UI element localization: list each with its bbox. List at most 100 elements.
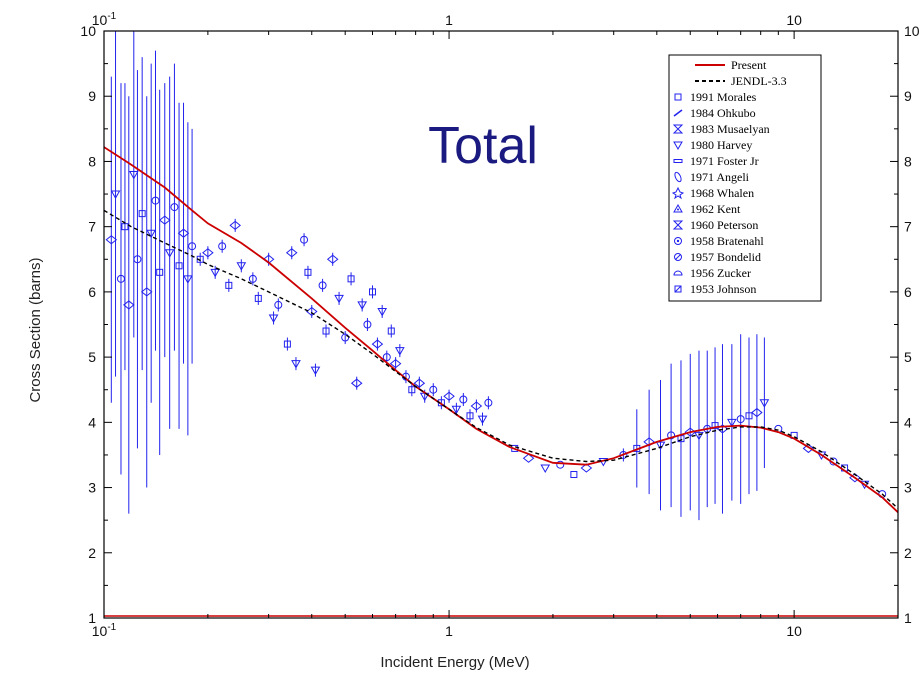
point-marker — [164, 249, 175, 258]
legend-label: 1960 Peterson — [690, 218, 758, 232]
legend-entry: 1983 Musaelyan — [672, 122, 770, 136]
legend-label: 1980 Harvey — [690, 138, 752, 152]
data-point — [229, 218, 241, 232]
legend-marker-bar — [673, 159, 683, 163]
point-marker — [751, 407, 763, 418]
data-point — [218, 239, 227, 253]
point-marker — [218, 242, 227, 251]
data-point — [248, 272, 257, 286]
legend-marker-circle — [674, 253, 682, 261]
point-marker — [655, 441, 666, 451]
data-point — [334, 291, 344, 305]
data-point — [570, 471, 578, 479]
data-point — [759, 337, 770, 468]
data-point — [123, 96, 135, 514]
data-point — [140, 96, 153, 488]
point-marker — [158, 215, 171, 225]
data-point — [188, 128, 197, 364]
point-marker — [229, 220, 241, 231]
point-marker — [202, 248, 214, 258]
point-marker — [283, 340, 291, 348]
point-marker — [451, 405, 462, 415]
data-point — [470, 399, 483, 413]
legend-marker-triangle-down — [673, 141, 683, 151]
data-point — [283, 337, 291, 351]
data-point — [429, 383, 438, 397]
plot-inner — [104, 31, 898, 617]
point-marker — [347, 275, 355, 283]
data-point — [175, 102, 183, 429]
legend-label: 1984 Ohkubo — [690, 106, 756, 120]
data-point — [202, 246, 214, 260]
plot-area — [104, 31, 898, 617]
data-point — [268, 311, 279, 325]
y-tick-label: 6 — [88, 284, 96, 300]
y-tick-label-right: 3 — [904, 480, 912, 496]
legend-entry: 1984 Ohkubo — [673, 106, 756, 120]
data-point — [183, 122, 193, 436]
data-point — [363, 317, 372, 332]
y-tick-label: 2 — [88, 545, 96, 561]
point-marker — [268, 314, 279, 323]
legend-marker-bowtie — [672, 124, 684, 134]
point-marker — [291, 360, 301, 369]
point-marker — [225, 281, 233, 289]
data-point — [274, 298, 283, 312]
legend-box — [668, 54, 822, 302]
legend-entry: 1991 Morales — [674, 90, 757, 104]
y-tick-label-right: 7 — [904, 219, 912, 235]
point-marker — [304, 268, 312, 276]
data-point — [369, 285, 377, 299]
point-marker — [394, 347, 405, 356]
data-point — [736, 334, 745, 504]
legend-marker-half-disc — [673, 270, 683, 276]
y-tick-label: 3 — [88, 480, 96, 496]
point-marker — [466, 412, 474, 420]
point-marker — [151, 196, 160, 205]
point-marker — [210, 268, 221, 278]
data-point — [236, 259, 247, 273]
chart-title: Total — [428, 117, 538, 175]
point-marker — [334, 294, 344, 304]
legend-marker-leaf — [674, 171, 682, 183]
data-point — [254, 291, 262, 305]
y-tick-label: 10 — [80, 23, 96, 39]
y-tick-label-right: 5 — [904, 349, 912, 365]
point-marker — [305, 306, 318, 317]
point-marker — [443, 391, 455, 401]
data-point — [667, 363, 676, 508]
y-tick-label: 4 — [88, 414, 96, 430]
data-point — [522, 453, 535, 463]
legend-label: 1983 Musaelyan — [690, 122, 770, 136]
legend-marker-star — [671, 186, 685, 200]
data-point — [310, 363, 321, 377]
legend-entry: 1960 Peterson — [672, 218, 758, 232]
point-marker — [387, 327, 395, 335]
data-point — [371, 337, 384, 351]
x-axis-label: Incident Energy (MeV) — [380, 654, 529, 671]
x-tick-label-top: 10 — [786, 12, 802, 28]
point-marker — [156, 268, 164, 276]
data-point — [677, 360, 685, 517]
legend-entry: JENDL-3.3 — [695, 74, 787, 88]
y-tick-label-right: 2 — [904, 545, 912, 561]
point-marker — [363, 320, 372, 329]
data-point — [225, 278, 233, 292]
legend-label: 1956 Zucker — [690, 266, 751, 280]
point-marker — [802, 443, 815, 454]
point-marker — [859, 480, 870, 490]
point-marker — [188, 242, 197, 251]
data-point — [408, 383, 416, 397]
data-point — [389, 357, 402, 371]
point-marker — [580, 463, 593, 473]
legend-entry: 1971 Angeli — [674, 170, 750, 184]
data-point — [133, 70, 142, 449]
legend-marker-circle — [674, 237, 682, 245]
data-point — [459, 392, 468, 407]
legend: Present JENDL-3.3 1991 Morales 1984 Ohkubo 1… — [668, 54, 822, 302]
legend-marker-slash — [675, 254, 681, 260]
y-tick-label-right: 6 — [904, 284, 912, 300]
legend-label: 1962 Kent — [690, 202, 741, 216]
